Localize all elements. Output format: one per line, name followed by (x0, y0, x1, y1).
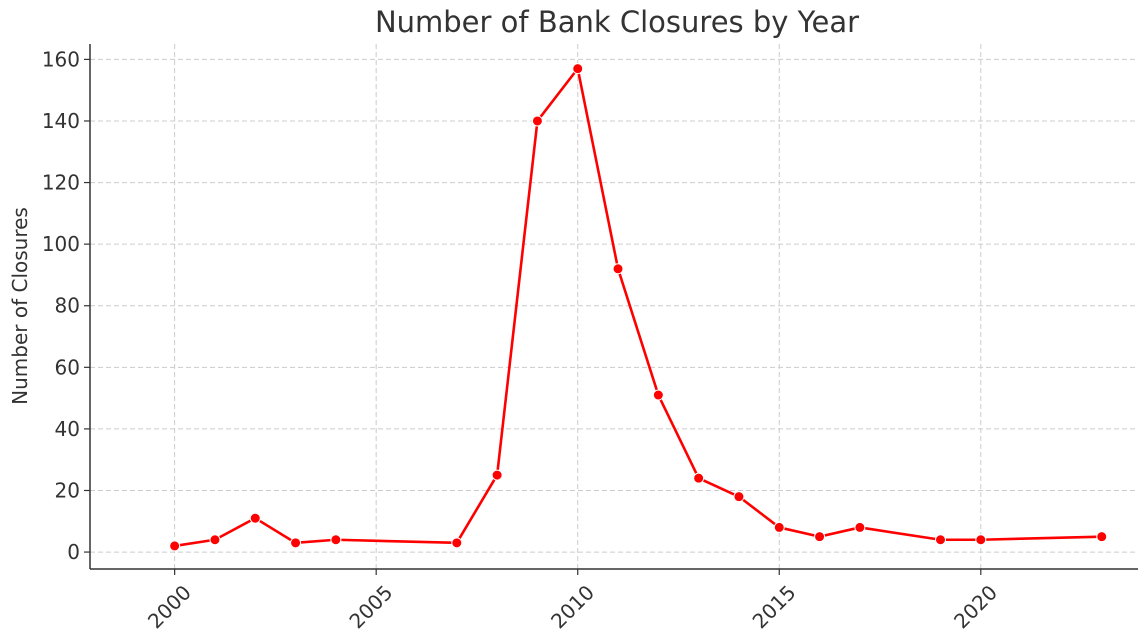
y-tick-label-60: 60 (55, 355, 80, 379)
data-point-2023 (1096, 531, 1108, 543)
data-point-2014 (733, 491, 745, 503)
data-point-2011 (612, 263, 624, 275)
y-tick-label-0: 0 (67, 540, 80, 564)
x-tick-label-2020: 2020 (949, 580, 1002, 633)
data-point-2015 (773, 521, 785, 533)
data-point-2016 (814, 531, 826, 543)
data-point-2004 (330, 534, 342, 546)
chart-title: Number of Bank Closures by Year (375, 5, 859, 39)
data-point-2017 (854, 521, 866, 533)
data-point-2010 (572, 63, 584, 75)
data-point-2009 (531, 115, 543, 127)
data-point-2001 (209, 534, 221, 546)
y-tick-label-80: 80 (55, 294, 80, 318)
data-point-2020 (975, 534, 987, 546)
series-layer (169, 63, 1108, 552)
x-tick-label-2005: 2005 (345, 580, 398, 633)
series-line-0 (174, 67, 1102, 548)
x-tick-label-2010: 2010 (546, 580, 599, 633)
y-axis-label: Number of Closures (8, 207, 32, 405)
data-point-2003 (290, 537, 302, 549)
y-tick-label-20: 20 (55, 478, 80, 502)
data-point-2013 (693, 472, 705, 484)
data-point-2007 (451, 537, 463, 549)
data-point-2008 (491, 469, 503, 481)
y-tick-label-140: 140 (42, 109, 80, 133)
data-point-2019 (934, 534, 946, 546)
grid-lines (90, 44, 1138, 569)
data-point-2000 (169, 540, 181, 552)
x-tick-label-2015: 2015 (748, 580, 801, 633)
y-tick-label-160: 160 (42, 47, 80, 71)
y-tick-label-40: 40 (55, 417, 80, 441)
y-tick-label-100: 100 (42, 232, 80, 256)
data-point-2012 (652, 389, 664, 401)
y-tick-label-120: 120 (42, 171, 80, 195)
data-point-2002 (249, 512, 261, 524)
x-tick-label-2000: 2000 (143, 580, 196, 633)
axes (89, 44, 1138, 570)
